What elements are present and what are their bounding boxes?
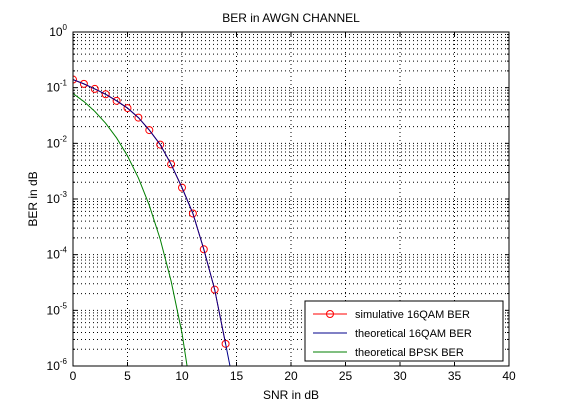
ticks: [72, 32, 510, 367]
data-point: [178, 183, 186, 192]
y-tick-label: 100: [49, 23, 67, 39]
y-tick-label: 10-2: [47, 134, 68, 150]
grid: [73, 32, 509, 366]
data-point: [73, 75, 77, 84]
data-point: [112, 96, 121, 105]
series-line-1: [73, 79, 231, 366]
data-point: [123, 104, 132, 113]
data-point: [145, 126, 154, 135]
x-tick-label: 30: [393, 369, 407, 383]
y-tick-label: 10-4: [47, 246, 68, 262]
data-point: [167, 160, 176, 169]
y-tick-label: 10-3: [47, 190, 68, 206]
x-axis-label: SNR in dB: [263, 388, 319, 402]
legend: simulative 16QAM BER theoretical 16QAM BE…: [304, 300, 504, 362]
legend-marker: [326, 310, 334, 318]
y-axis-label: BER in dB: [26, 171, 40, 226]
x-tick-label: 25: [339, 369, 353, 383]
data-point: [101, 90, 110, 99]
legend-label: simulative 16QAM BER: [355, 309, 470, 321]
data-point: [90, 84, 99, 93]
data-point: [188, 209, 197, 218]
y-tick-label: 10-5: [47, 301, 68, 317]
legend-label: theoretical 16QAM BER: [355, 328, 472, 340]
x-tick-label: 0: [70, 369, 77, 383]
x-tick-label: 40: [502, 369, 516, 383]
x-tick-label: 10: [175, 369, 189, 383]
legend-box: [304, 300, 504, 362]
x-tick-label: 35: [448, 369, 462, 383]
x-tick-label: 5: [124, 369, 131, 383]
x-tick-label: 15: [230, 369, 244, 383]
data-point: [210, 285, 219, 294]
chart-title: BER in AWGN CHANNEL: [222, 11, 360, 25]
data-point: [221, 339, 230, 348]
y-tick-label: 10-6: [47, 357, 68, 373]
data-point: [199, 245, 208, 254]
y-tick-label: 10-1: [47, 79, 68, 95]
data-point: [79, 79, 88, 88]
y-tick-labels: 100 10-1 10-2 10-3 10-4 10-5 10-6: [47, 23, 68, 373]
data-point: [156, 140, 165, 149]
series-layer: [73, 75, 231, 366]
legend-label: theoretical BPSK BER: [355, 347, 464, 359]
series-line-2: [73, 93, 188, 366]
x-tick-label: 20: [284, 369, 298, 383]
x-tick-labels: 0 5 10 15 20 25 30 35 40: [70, 369, 516, 383]
data-point: [134, 113, 143, 122]
